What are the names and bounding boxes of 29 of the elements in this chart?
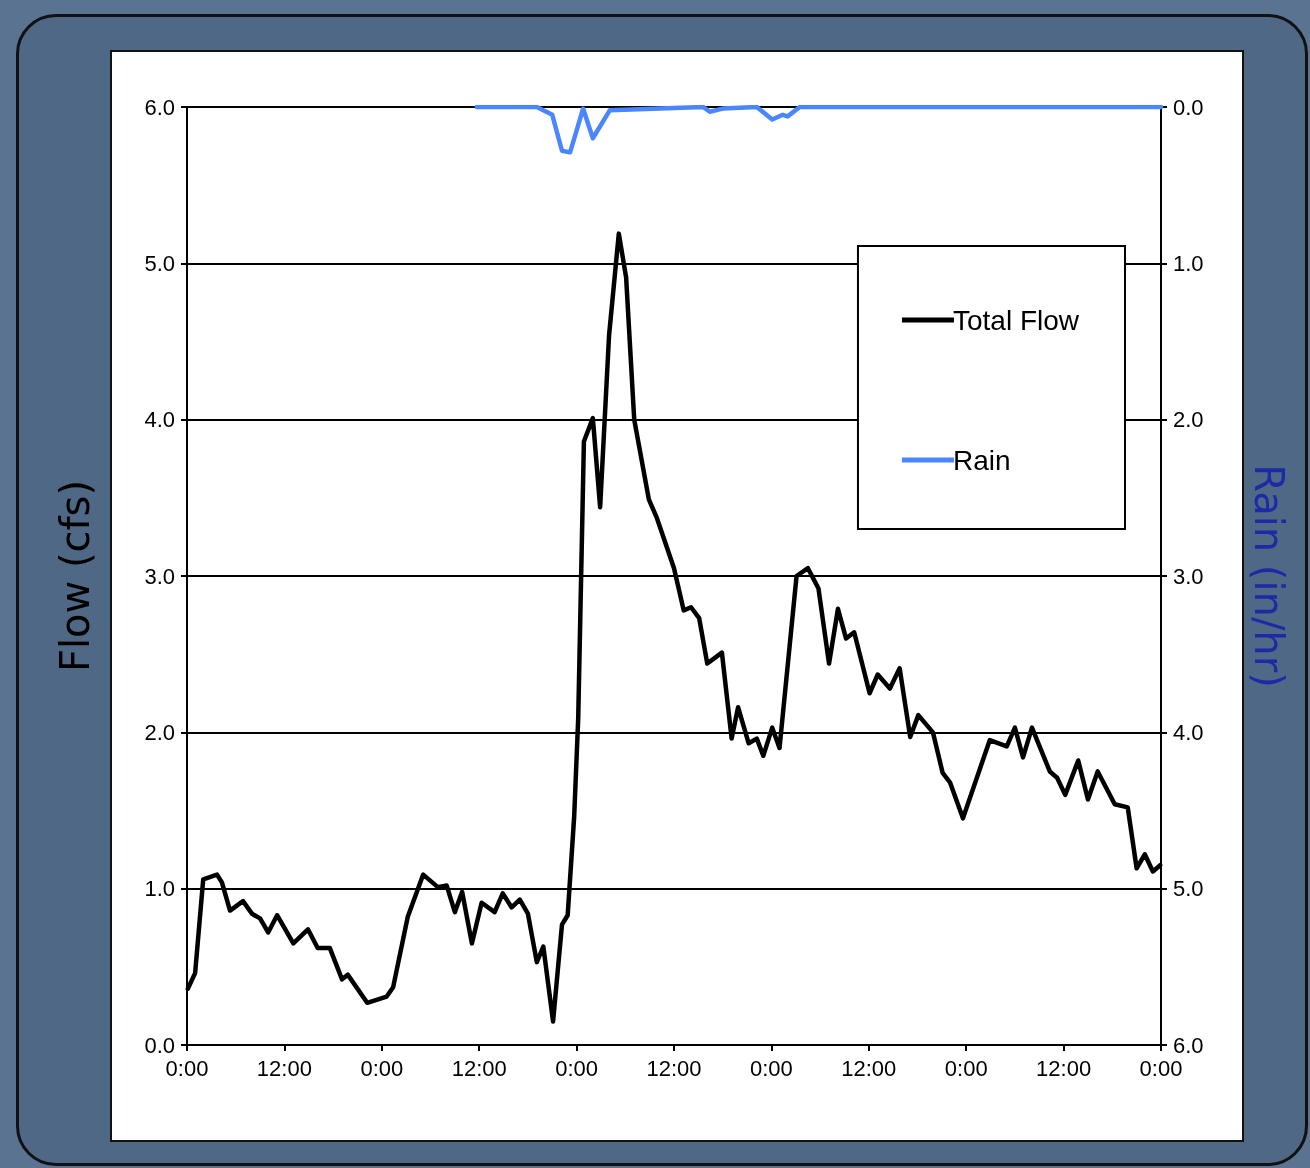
x-tick-label: 0:00 <box>944 1055 988 1081</box>
x-tick-label: 12:00 <box>1036 1055 1092 1081</box>
y2-axis-title: Rain (in/hr) <box>1246 464 1292 688</box>
y-tick-label: 5.0 <box>144 250 175 276</box>
x-tick-label: 12:00 <box>841 1055 897 1081</box>
x-tick-label: 12:00 <box>646 1055 702 1081</box>
legend-label: Total Flow <box>952 304 1080 336</box>
y-tick-label: 4.0 <box>144 407 175 433</box>
y-tick-label: 1.0 <box>144 876 175 902</box>
y-tick-label: 3.0 <box>144 563 175 589</box>
y2-tick-label: 1.0 <box>1173 250 1204 276</box>
y-tick-label: 0.0 <box>144 1032 175 1058</box>
y2-tick-label: 2.0 <box>1173 407 1204 433</box>
x-tick-label: 0:00 <box>555 1055 599 1081</box>
x-tick-label: 0:00 <box>165 1055 209 1081</box>
x-tick-label: 12:00 <box>451 1055 507 1081</box>
legend-label: Rain <box>952 444 1011 476</box>
x-tick-label: 0:00 <box>1139 1055 1183 1081</box>
y2-tick-label: 6.0 <box>1173 1032 1204 1058</box>
y2-tick-label: 5.0 <box>1173 876 1204 902</box>
y-tick-label: 6.0 <box>144 94 175 120</box>
x-tick-label: 0:00 <box>360 1055 404 1081</box>
y2-tick-label: 0.0 <box>1173 94 1204 120</box>
y2-tick-label: 3.0 <box>1173 563 1204 589</box>
y-axis-title: Flow (cfs) <box>52 479 98 673</box>
y-tick-label: 2.0 <box>144 719 175 745</box>
x-tick-label: 12:00 <box>256 1055 312 1081</box>
x-tick-label: 0:00 <box>749 1055 793 1081</box>
y2-tick-label: 4.0 <box>1173 719 1204 745</box>
